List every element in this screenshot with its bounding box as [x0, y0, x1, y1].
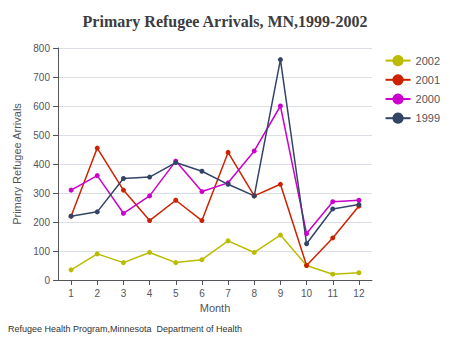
svg-text:200: 200 [33, 217, 50, 228]
svg-text:600: 600 [33, 101, 50, 112]
svg-text:8: 8 [251, 288, 257, 299]
svg-text:2000: 2000 [416, 93, 440, 105]
svg-text:Month: Month [200, 302, 231, 314]
svg-text:400: 400 [33, 159, 50, 170]
svg-text:0: 0 [44, 275, 50, 286]
svg-text:3: 3 [121, 288, 127, 299]
svg-text:12: 12 [353, 288, 365, 299]
svg-text:7: 7 [225, 288, 231, 299]
svg-text:1: 1 [68, 288, 74, 299]
svg-text:500: 500 [33, 130, 50, 141]
svg-text:100: 100 [33, 246, 50, 257]
svg-text:2001: 2001 [416, 74, 440, 86]
svg-text:6: 6 [199, 288, 205, 299]
svg-text:300: 300 [33, 188, 50, 199]
svg-text:Primary Refugee Arrivals, MN,1: Primary Refugee Arrivals, MN,1999-2002 [83, 13, 368, 31]
svg-text:11: 11 [328, 288, 339, 299]
svg-text:800: 800 [33, 43, 50, 54]
svg-text:1999: 1999 [416, 112, 440, 124]
svg-text:Primary Refugee Arrivals: Primary Refugee Arrivals [11, 103, 23, 225]
svg-text:4: 4 [147, 288, 153, 299]
svg-text:2: 2 [94, 288, 100, 299]
svg-text:9: 9 [278, 288, 284, 299]
svg-text:Refugee Health Program,Minneso: Refugee Health Program,Minnesota Departm… [8, 324, 242, 334]
svg-text:2002: 2002 [416, 55, 440, 67]
svg-text:10: 10 [301, 288, 313, 299]
svg-text:5: 5 [173, 288, 179, 299]
svg-text:700: 700 [33, 72, 50, 83]
